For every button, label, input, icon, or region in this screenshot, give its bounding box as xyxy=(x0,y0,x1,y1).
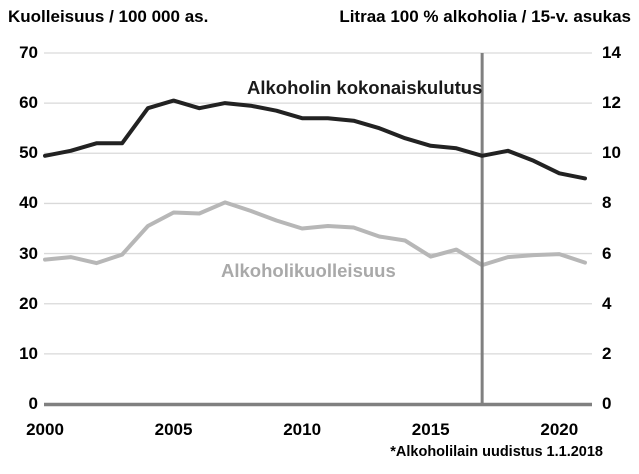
y-left-tick-label-50: 50 xyxy=(19,143,38,163)
right-axis-title: Litraa 100 % alkoholia / 15-v. asukas xyxy=(339,7,631,26)
footnote-law-reform: *Alkoholilain uudistus 1.1.2018 xyxy=(390,444,603,460)
line-alcohol-mortality xyxy=(43,200,587,268)
y-right-tick-label-6: 6 xyxy=(602,243,612,263)
y-left-tick-label-60: 60 xyxy=(19,93,38,113)
y-left-tick-label-0: 0 xyxy=(28,394,38,413)
y-left-tick-label-10: 10 xyxy=(19,343,38,363)
y-right-tick-label-10: 10 xyxy=(602,143,621,163)
series-label-alcohol-mortality: Alkoholikuolleisuus xyxy=(221,260,396,281)
y-right-tick-label-12: 12 xyxy=(602,93,621,113)
x-tick-label-2000: 2000 xyxy=(26,420,64,439)
x-tick-label-2005: 2005 xyxy=(154,420,193,439)
y-left-tick-label-70: 70 xyxy=(19,43,38,62)
y-left-tick-label-40: 40 xyxy=(19,193,38,213)
y-right-tick-label-8: 8 xyxy=(602,193,612,213)
y-left-tick-label-20: 20 xyxy=(19,293,38,313)
y-right-tick-label-14: 14 xyxy=(602,43,621,62)
x-tick-label-2015: 2015 xyxy=(411,420,450,439)
y-right-tick-label-0: 0 xyxy=(602,394,612,413)
y-right-tick-label-2: 2 xyxy=(602,343,612,363)
left-axis-title: Kuolleisuus / 100 000 as. xyxy=(8,7,209,26)
series-label-total-consumption: Alkoholin kokonaiskulutus xyxy=(247,77,483,98)
y-right-tick-label-4: 4 xyxy=(602,293,612,313)
line-total-consumption xyxy=(43,98,587,181)
y-left-tick-label-30: 30 xyxy=(19,243,38,263)
x-tick-label-2010: 2010 xyxy=(283,420,322,439)
x-tick-label-2020: 2020 xyxy=(540,420,579,439)
